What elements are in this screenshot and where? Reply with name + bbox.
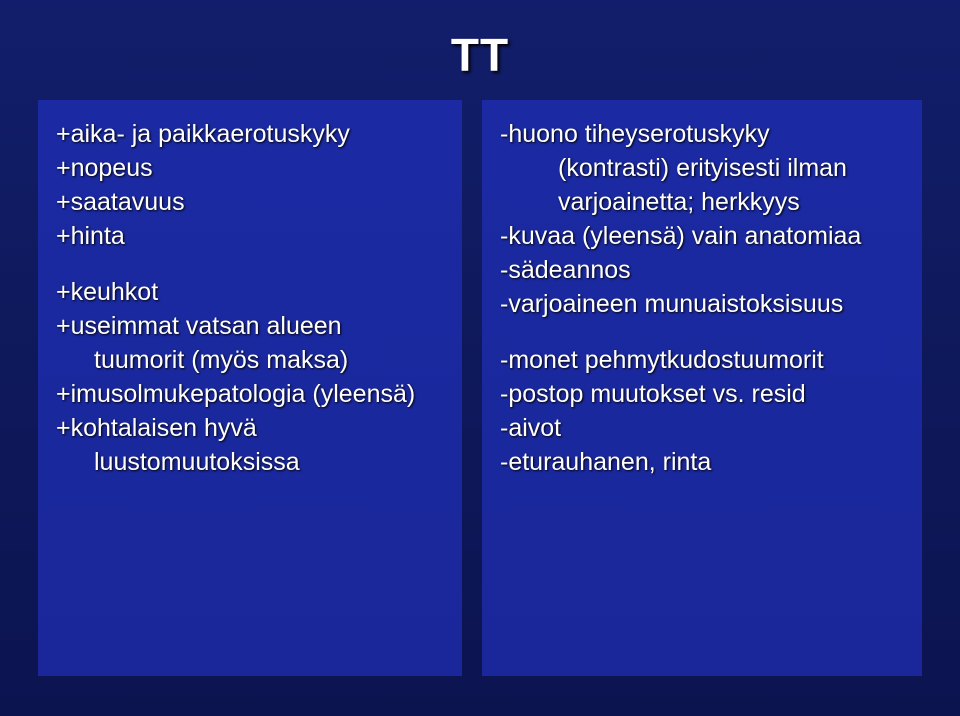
right-g2-line: -postop muutokset vs. resid (500, 378, 908, 410)
left-g1-line: +nopeus (56, 152, 448, 184)
left-g2-line: +imusolmukepatologia (yleensä) (56, 378, 448, 410)
left-g1-line: +saatavuus (56, 186, 448, 218)
left-g1-line: +hinta (56, 220, 448, 252)
right-panel: -huono tiheyserotuskyky (kontrasti) erit… (482, 100, 922, 676)
spacer (56, 254, 448, 276)
right-g1-line: varjoainetta; herkkyys (500, 186, 908, 218)
spacer (500, 322, 908, 344)
right-g2-line: -monet pehmytkudostuumorit (500, 344, 908, 376)
right-g2-line: -aivot (500, 412, 908, 444)
left-g1-line: +aika- ja paikkaerotuskyky (56, 118, 448, 150)
left-g2-line: +useimmat vatsan alueen (56, 310, 448, 342)
slide: TT +aika- ja paikkaerotuskyky +nopeus +s… (0, 0, 960, 716)
left-g2-line: +kohtalaisen hyvä (56, 412, 448, 444)
right-g1-line: -kuvaa (yleensä) vain anatomiaa (500, 220, 908, 252)
left-g2-line: tuumorit (myös maksa) (56, 344, 448, 376)
right-g1-line: -varjoaineen munuaistoksisuus (500, 288, 908, 320)
left-g2-line: +keuhkot (56, 276, 448, 308)
columns-wrap: +aika- ja paikkaerotuskyky +nopeus +saat… (38, 100, 922, 676)
right-g1-line: -sädeannos (500, 254, 908, 286)
right-g1-line: -huono tiheyserotuskyky (500, 118, 908, 150)
left-g2-line: luustomuutoksissa (56, 446, 448, 478)
left-panel: +aika- ja paikkaerotuskyky +nopeus +saat… (38, 100, 462, 676)
slide-title: TT (0, 28, 960, 82)
right-g2-line: -eturauhanen, rinta (500, 446, 908, 478)
right-g1-line: (kontrasti) erityisesti ilman (500, 152, 908, 184)
